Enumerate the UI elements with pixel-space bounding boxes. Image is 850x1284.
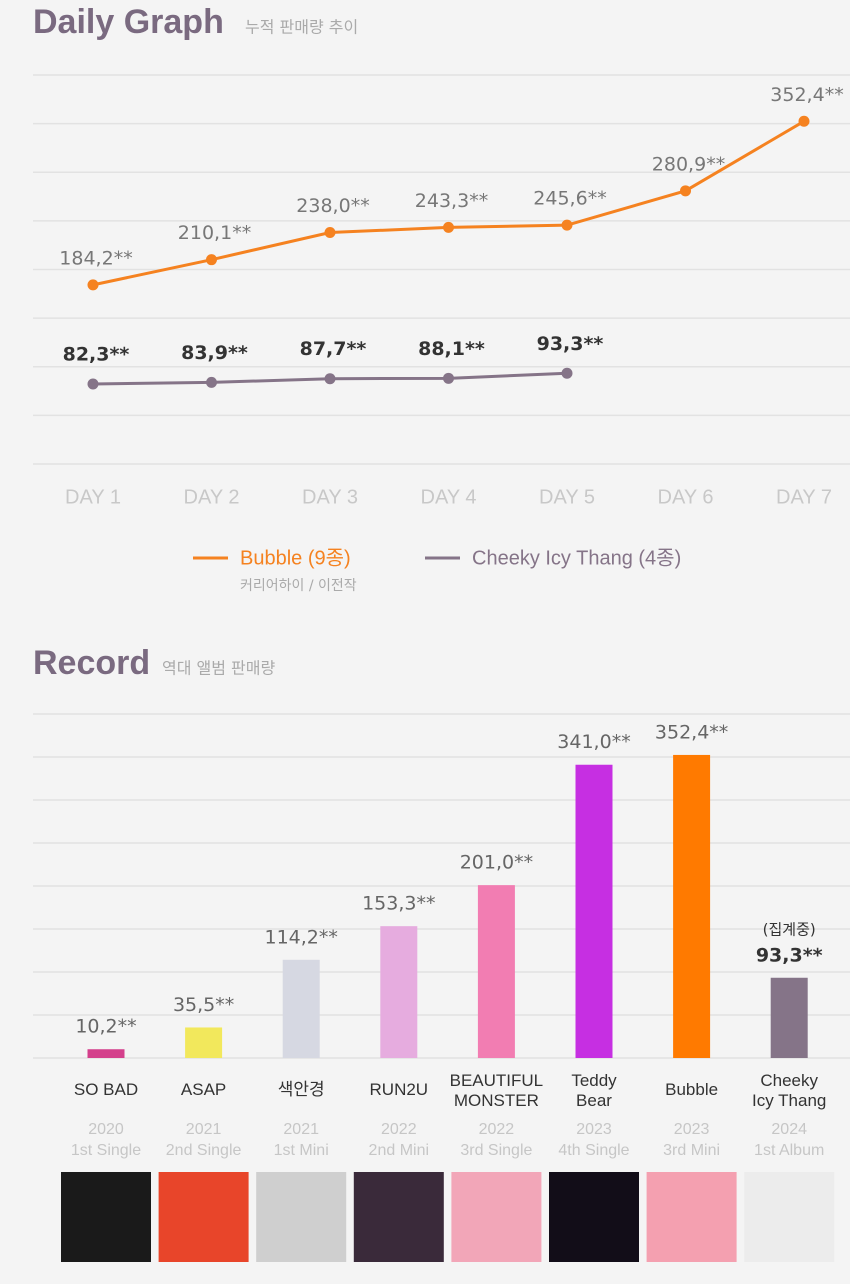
- release-year: 2022: [381, 1121, 417, 1138]
- data-label: 93,3**: [537, 333, 604, 355]
- x-tick-label: ASAP: [180, 1080, 227, 1099]
- data-point: [87, 279, 99, 291]
- data-label: 210,1**: [178, 222, 251, 244]
- data-label: 352,4**: [770, 84, 843, 106]
- data-label: 114,2**: [264, 926, 337, 948]
- data-label: 184,2**: [59, 247, 132, 269]
- bar: [770, 977, 808, 1058]
- x-tick-label: Teddy Bear: [571, 1071, 617, 1110]
- data-label: 93,3**: [756, 944, 823, 966]
- bar: [477, 885, 515, 1058]
- data-label: 10,2**: [75, 1016, 136, 1038]
- x-tick-label: DAY 4: [421, 486, 477, 508]
- x-tick-label: DAY 6: [658, 486, 714, 508]
- annotation: (집계중): [763, 920, 816, 938]
- release-year: 2023: [673, 1121, 710, 1138]
- bar: [185, 1027, 223, 1058]
- x-tick-label: DAY 2: [184, 486, 240, 508]
- data-point: [324, 227, 336, 239]
- release-kind: 1st Single: [70, 1142, 142, 1159]
- album-cover: [646, 1172, 737, 1262]
- album-cover: [549, 1172, 639, 1262]
- x-tick-label: DAY 5: [539, 486, 595, 508]
- release-kind: 4th Single: [558, 1142, 630, 1159]
- data-point: [561, 219, 573, 231]
- release-kind: 3rd Mini: [663, 1142, 721, 1159]
- bar: [575, 764, 613, 1058]
- album-cover: [61, 1172, 151, 1262]
- data-point: [206, 254, 217, 266]
- chart-subtitle: 역대 앨범 판매량: [162, 659, 275, 678]
- data-label: 341,0**: [557, 731, 630, 753]
- legend-label: Cheeky Icy Thang (4종): [472, 547, 681, 569]
- album-cover: [256, 1172, 347, 1262]
- bar: [282, 959, 320, 1058]
- release-kind: 3rd Single: [460, 1142, 533, 1159]
- data-point: [443, 221, 454, 233]
- bar: [87, 1049, 125, 1058]
- x-tick-label: 색안경: [277, 1080, 325, 1099]
- x-tick-label: Bubble: [665, 1080, 719, 1099]
- chart-title: Daily Graph: [33, 3, 224, 41]
- data-label: 153,3**: [362, 893, 435, 915]
- data-label: 352,4**: [655, 721, 728, 743]
- data-point: [87, 378, 99, 390]
- data-point: [680, 185, 691, 197]
- data-label: 243,3**: [415, 190, 488, 212]
- data-label: 87,7**: [300, 338, 367, 360]
- album-cover: [744, 1172, 835, 1262]
- legend-note: 커리어하이 / 이전작: [240, 578, 357, 594]
- data-label: 245,6**: [533, 188, 606, 210]
- data-label: 280,9**: [652, 153, 725, 175]
- album-cover: [158, 1172, 249, 1262]
- release-kind: 1st Mini: [273, 1142, 329, 1159]
- x-tick-label: Cheeky Icy Thang: [752, 1071, 827, 1110]
- release-year: 2023: [576, 1121, 612, 1138]
- data-point: [206, 376, 217, 388]
- data-label: 82,3**: [63, 343, 130, 365]
- x-tick-label: SO BAD: [73, 1080, 139, 1099]
- x-tick-label: BEAUTIFUL MONSTER: [449, 1071, 544, 1110]
- release-kind: 1st Album: [754, 1142, 825, 1159]
- x-tick-label: DAY 7: [776, 486, 832, 508]
- release-year: 2020: [88, 1121, 124, 1138]
- data-point: [443, 372, 454, 384]
- data-label: 201,0**: [460, 852, 533, 874]
- data-label: 88,1**: [418, 338, 485, 360]
- release-kind: 2nd Mini: [368, 1142, 430, 1159]
- data-label: 83,9**: [181, 342, 248, 364]
- release-year: 2021: [185, 1121, 222, 1138]
- release-year: 2024: [771, 1121, 807, 1138]
- x-tick-label: RUN2U: [369, 1080, 429, 1099]
- album-cover: [451, 1172, 542, 1262]
- data-point: [561, 367, 573, 379]
- album-cover: [353, 1172, 444, 1262]
- chart-subtitle: 누적 판매량 추이: [245, 18, 358, 37]
- release-year: 2021: [283, 1121, 319, 1138]
- bar: [673, 754, 711, 1058]
- release-year: 2022: [478, 1121, 515, 1138]
- legend-label: Bubble (9종): [240, 547, 351, 569]
- bar: [380, 926, 418, 1058]
- data-label: 238,0**: [296, 195, 369, 217]
- data-label: 35,5**: [173, 994, 234, 1016]
- data-point: [798, 115, 810, 127]
- x-tick-label: DAY 1: [65, 486, 121, 508]
- release-kind: 2nd Single: [165, 1142, 242, 1159]
- x-tick-label: DAY 3: [302, 486, 358, 508]
- chart-title: Record: [33, 644, 150, 682]
- data-point: [324, 373, 336, 385]
